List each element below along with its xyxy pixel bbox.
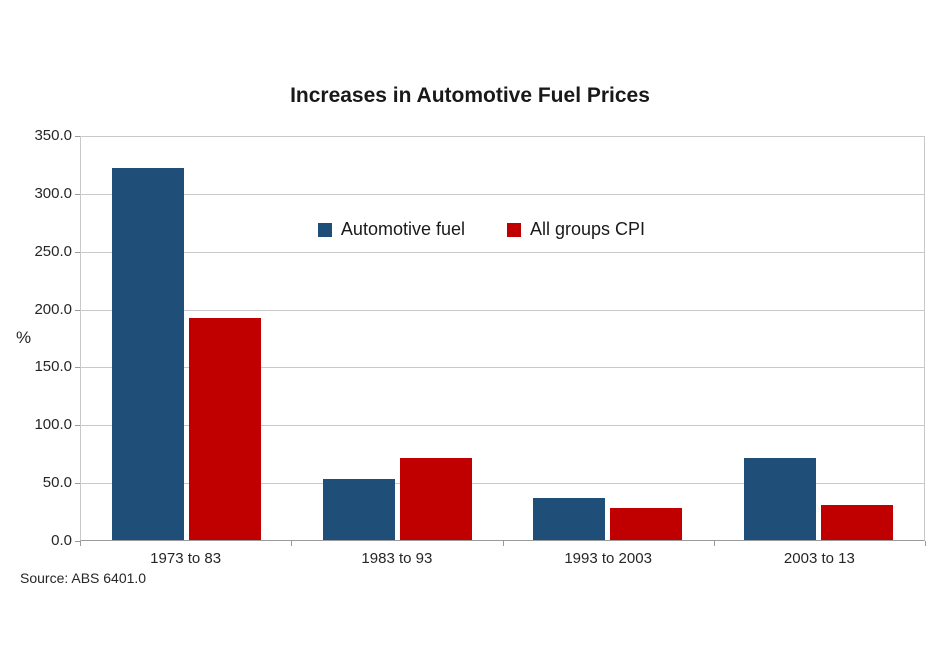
bar-all-groups-cpi (610, 507, 683, 540)
y-tick-mark (75, 483, 80, 485)
y-tick-label: 50.0 (42, 474, 72, 492)
y-tick-label: 200.0 (34, 300, 72, 318)
y-axis-title: % (16, 328, 32, 347)
bar-automotive-fuel (744, 458, 817, 540)
gridline-50 (81, 483, 924, 485)
y-tick-mark (75, 367, 80, 369)
gridline-150 (81, 367, 924, 369)
y-tick-label: 100.0 (34, 416, 72, 434)
y-tick-mark (75, 251, 80, 253)
gridline-350 (81, 136, 924, 137)
x-tick-mark (502, 541, 504, 546)
y-tick-mark (75, 193, 80, 195)
source-note: Source: ABS 6401.0 (20, 570, 147, 586)
y-tick-label: 150.0 (34, 358, 72, 376)
y-tick-label: 300.0 (34, 184, 72, 202)
gridline-100 (81, 425, 924, 427)
bar-all-groups-cpi (188, 318, 261, 540)
x-tick-mark (925, 541, 926, 546)
bar-group-1983-to-93 (292, 136, 503, 540)
gridline-200 (81, 309, 924, 311)
category-label-1983-to-93: 1983 to 93 (361, 550, 433, 567)
y-tick-label: 0.0 (51, 532, 72, 549)
plot-area (80, 136, 925, 541)
chart-title: Increases in Automotive Fuel Prices (290, 84, 650, 107)
bar-group-2003-to-13 (713, 136, 924, 540)
y-tick-label: 250.0 (34, 242, 72, 260)
bar-group-1973-to-83 (81, 136, 292, 540)
category-label-1993-to-2003: 1993 to 2003 (564, 550, 652, 567)
x-tick-mark (713, 541, 715, 546)
bar-automotive-fuel (322, 478, 395, 540)
bars-container (81, 136, 924, 540)
bar-all-groups-cpi (399, 458, 472, 540)
x-tick-mark (291, 541, 293, 546)
bar-group-1993-to-2003 (503, 136, 714, 540)
x-axis-labels: 1973 to 83 1983 to 93 1993 to 2003 2003 to … (80, 550, 925, 567)
gridline-300 (81, 193, 924, 195)
y-tick-mark (75, 425, 80, 427)
bar-automotive-fuel (533, 498, 606, 540)
x-tick-mark (80, 541, 81, 546)
y-tick-label: 350.0 (34, 127, 72, 144)
gridline-250 (81, 251, 924, 253)
y-tick-mark (75, 541, 80, 542)
bar-all-groups-cpi (821, 505, 894, 540)
y-tick-mark (75, 309, 80, 311)
category-label-2003-to-13: 2003 to 13 (783, 550, 855, 567)
category-label-1973-to-83: 1973 to 83 (150, 550, 222, 567)
bar-automotive-fuel (111, 168, 184, 540)
y-tick-mark (75, 136, 80, 137)
